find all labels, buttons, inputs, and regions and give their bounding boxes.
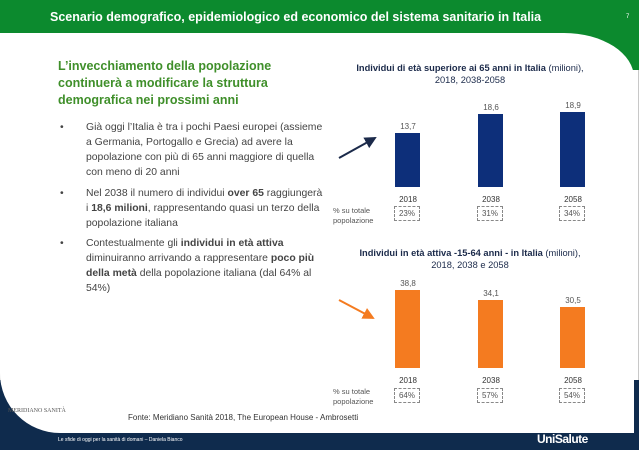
meridiano-sanita-logo: MERIDIANO SANITÀ [8,408,66,414]
chart2-year-label: 2058 [564,376,582,385]
bullet-item: • Contestualmente gli individui in età at… [60,236,324,296]
chart2-title: Individui in età attiva -15-64 anni - in… [359,248,581,270]
slide-title: Scenario demografico, epidemiologico ed … [50,10,542,24]
chart1-year-label: 2038 [482,195,500,204]
chart1-value-label: 18,6 [483,102,499,112]
trend-down-arrow-icon [338,299,375,319]
chart1-share-box: 34% [559,206,585,221]
chart1-share-box: 31% [477,206,503,221]
chart1-share-box: 23% [394,206,420,221]
chart1-value-label: 13,7 [400,121,416,131]
chart1-title: Individui di età superiore ai 65 anni in… [356,63,584,85]
content-area [0,33,634,433]
chart1-bar-2038 [478,113,503,187]
chart2-bar-2018 [395,290,420,368]
trend-up-arrow-icon [338,137,377,159]
bullet-segment: raggiungerà i [86,188,323,214]
bullet-segment: poco più della metà [86,253,315,279]
chart2-share-label: % su totale popolazione [333,387,374,406]
bullet-dot: • [60,122,64,133]
chart2-value-label: 34,1 [483,288,499,298]
bullet-segment: individui in età attiva [180,238,284,249]
bullet-segment: Contestualmente gli [86,238,181,249]
chart2-year-label: 2018 [399,376,417,385]
section-subtitle: L’invecchiamento della popolazione conti… [58,59,272,107]
bullet-dot: • [60,188,64,199]
bullet-segment: , rappresentando quasi un terzo della po… [86,203,320,229]
source-note: Fonte: Meridiano Sanità 2018, The Europe… [128,413,359,422]
chart1-year-label: 2018 [399,195,417,204]
bullet-item: • Nel 2038 il numero di individui over 65… [60,186,324,231]
bullet-segment: della popolazione italiana (dal 64% al 5… [86,268,312,294]
chart2-bar-2058 [560,307,585,368]
bullet-segment: Già oggi l’Italia è tra i pochi Paesi eu… [86,122,323,178]
chart2-value-label: 30,5 [565,296,581,305]
chart2-bar-2038 [478,299,503,368]
chart1-year-label: 2058 [564,195,582,204]
bullet-segment: Nel 2038 il numero di individui [86,188,228,199]
unisalute-logo: UniSalute [537,432,588,446]
chart1-share-label: % su totale popolazione [333,206,374,225]
bullet-segment: 18,6 milioni [91,203,148,214]
chart1-bar-2058 [560,112,585,187]
footer-text: Le sfide di oggi per la sanità di domani… [58,437,183,443]
bullet-segment: diminuiranno arrivando a rappresentare [86,253,271,264]
bullet-segment: over 65 [227,188,264,199]
bullet-text: Nel 2038 il numero di individui over 65 … [86,186,324,231]
chart1-bar-2018 [395,132,420,187]
bullet-dot: • [60,238,64,249]
chart2-share-box: 57% [477,388,503,403]
page-number: 7 [626,14,630,20]
chart2-share-box: 64% [394,388,420,403]
chart2-share-box: 54% [559,388,585,403]
bullet-item: • Già oggi l’Italia è tra i pochi Paesi e… [60,120,324,180]
chart1-value-label: 18,9 [565,101,581,111]
bullet-text: Contestualmente gli individui in età att… [86,236,324,296]
bullet-text: Già oggi l’Italia è tra i pochi Paesi eu… [86,120,324,180]
chart2-value-label: 38,8 [400,279,416,289]
chart2-year-label: 2038 [482,376,500,385]
